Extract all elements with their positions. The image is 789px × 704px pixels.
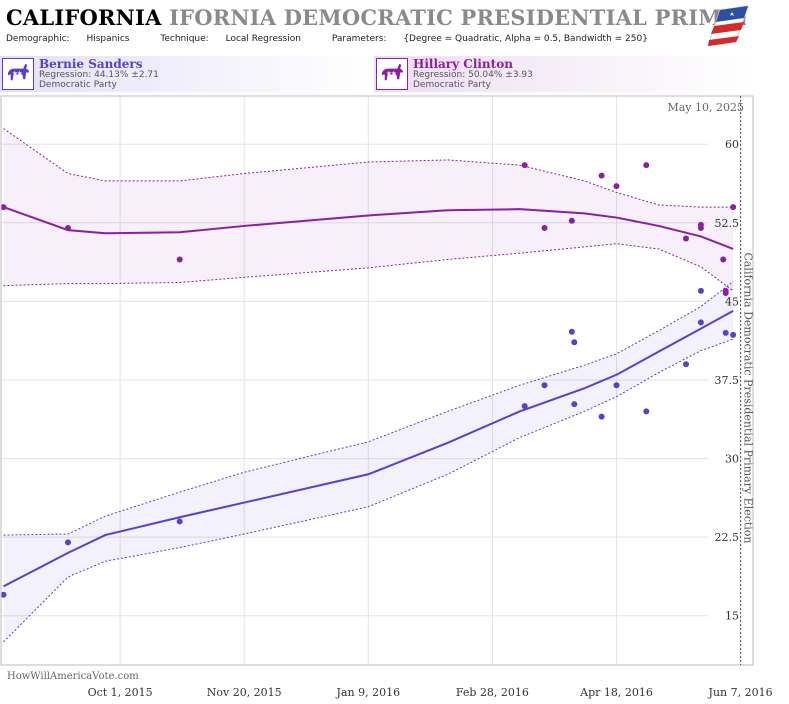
regression-lines: [3, 206, 734, 588]
technique-info: Technique: Local Regression: [160, 34, 315, 44]
candidate-name: Bernie Sanders: [39, 57, 143, 71]
chart: 15 22.5 30 37.5 45 52.5 60 Oct 1, 2015 Nov 20, 2…: [0, 95, 773, 699]
data-point: [643, 162, 650, 169]
data-point: [682, 361, 689, 368]
data-point: [730, 204, 737, 211]
y-tick-label: 30: [725, 453, 739, 466]
x-tick-label: Nov 20, 2015: [207, 686, 282, 699]
candidate-regression: Regression: 50.04% ±3.93: [413, 70, 533, 80]
x-tick-label: Jun 7, 2016: [708, 686, 773, 699]
axes: 15 22.5 30 37.5 45 52.5 60 Oct 1, 2015 Nov 20, 2…: [88, 96, 773, 699]
candidate-name: Hillary Clinton: [413, 57, 513, 71]
lower-bound-line: [3, 243, 734, 292]
data-point: [598, 172, 605, 179]
lower-bound-line: [3, 338, 734, 643]
candidate-party: Democratic Party: [39, 80, 117, 90]
confidence-band: [3, 128, 734, 291]
technique-value: Local Regression: [225, 34, 302, 44]
candidate-card-clinton: Hillary Clinton Regression: 50.04% ±3.93…: [374, 56, 754, 92]
data-point: [541, 382, 548, 389]
data-point: [722, 329, 729, 336]
demographic-value: Hispanics: [86, 34, 130, 44]
data-point: [65, 225, 72, 232]
data-point: [0, 204, 7, 211]
data-point: [65, 539, 72, 546]
title-bar: CALIFORNIA IFORNIA DEMOCRATIC PRESIDENTI…: [0, 0, 789, 47]
data-point: [697, 287, 704, 294]
title-rest: IFORNIA DEMOCRATIC PRESIDENTIAL PRIMARY …: [169, 5, 746, 30]
demographic-info: Demographic: Hispanics: [6, 34, 143, 44]
y-tick-label: 37.5: [715, 374, 740, 387]
y-tick-label: 15: [725, 610, 739, 623]
title-main: CALIFORNIA: [6, 5, 162, 30]
plot-border: [0, 95, 754, 666]
data-point: [541, 225, 548, 232]
technique-label: Technique:: [160, 34, 209, 44]
x-tick-label: Oct 1, 2015: [88, 686, 153, 699]
data-point: [730, 331, 737, 338]
upper-bound-line: [3, 281, 734, 536]
data-point: [521, 403, 528, 410]
data-point: [176, 256, 183, 263]
data-point: [682, 235, 689, 242]
data-point: [643, 408, 650, 415]
candidate-card-sanders: Bernie Sanders Regression: 44.13% ±2.71 …: [0, 56, 372, 92]
data-point: [521, 162, 528, 169]
y-tick-label: 45: [725, 295, 739, 308]
data-point: [571, 339, 578, 346]
chart-parameters: Demographic: Hispanics Technique: Local …: [6, 34, 676, 44]
upper-bound-line: [3, 128, 734, 208]
candidate-regression: Regression: 44.13% ±2.71: [39, 70, 159, 80]
parameters-label: Parameters:: [331, 34, 387, 44]
y-tick-label: 60: [725, 138, 739, 151]
date-stamp: May 10, 2025: [667, 101, 744, 114]
y-tick-label: 52.5: [715, 217, 740, 230]
data-point: [720, 256, 727, 263]
data-point: [176, 518, 183, 525]
watermark: HowWillAmericaVote.com: [7, 671, 139, 682]
data-point: [697, 221, 704, 228]
confidence-band: [3, 281, 734, 642]
candidate-party: Democratic Party: [413, 80, 491, 90]
donkey-icon: [376, 58, 408, 90]
donkey-icon: [2, 58, 34, 90]
data-point: [0, 591, 7, 598]
data-point: [568, 217, 575, 224]
data-point: [697, 319, 704, 326]
flag-logo-icon: [707, 5, 749, 47]
confidence-bands: [3, 128, 734, 643]
regression-line: [3, 309, 734, 588]
parameters-info: Parameters: {Degree = Quadratic, Alpha =…: [332, 34, 662, 44]
x-tick-label: Feb 28, 2016: [456, 686, 529, 699]
data-point: [722, 290, 729, 297]
data-point: [568, 328, 575, 335]
data-point: [613, 183, 620, 190]
x-tick-label: Apr 18, 2016: [579, 686, 653, 699]
poll-points: [0, 162, 737, 598]
data-point: [598, 413, 605, 420]
parameters-value: {Degree = Quadratic, Alpha = 0.5, Bandwi…: [403, 34, 648, 44]
regression-line: [3, 206, 734, 250]
demographic-label: Demographic:: [6, 34, 70, 44]
x-tick-label: Jan 9, 2016: [336, 686, 401, 699]
election-label: California Democratic Presidential Prima…: [742, 252, 755, 543]
y-tick-label: 22.5: [715, 531, 740, 544]
data-point: [613, 382, 620, 389]
data-point: [571, 401, 578, 408]
page-title: CALIFORNIA IFORNIA DEMOCRATIC PRESIDENTI…: [6, 5, 746, 30]
